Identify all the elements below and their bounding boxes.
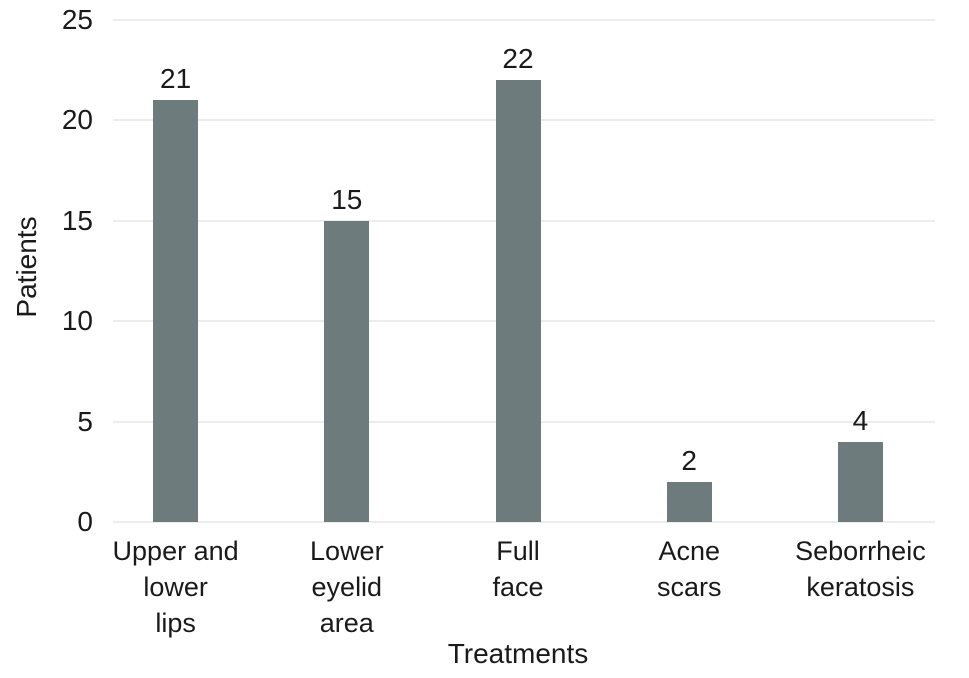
bar-group: 4 [837, 404, 883, 522]
bar-slot: 4 [775, 20, 946, 522]
y-tick-label: 5 [77, 405, 93, 437]
x-category-label: Lower eyelid area [261, 533, 432, 641]
x-category-label-line: Acne [658, 536, 720, 566]
bar-slot: 22 [432, 20, 603, 522]
x-category-label-line: Lower [310, 536, 384, 566]
x-category-label: Upper and lower lips [90, 533, 261, 641]
y-axis-tick-labels: 25 20 15 10 5 0 [0, 4, 93, 537]
bar [324, 220, 370, 522]
bar-slot: 2 [604, 20, 775, 522]
bar-group: 15 [324, 183, 370, 522]
bar [666, 481, 712, 522]
bar-group: 22 [495, 43, 541, 522]
x-category-label-line: Full [496, 536, 540, 566]
bar-value-label: 4 [852, 404, 869, 436]
y-tick-label: 0 [77, 506, 93, 537]
bar [837, 441, 883, 522]
grid-line [113, 19, 935, 21]
x-category-label-line: Upper and [112, 536, 239, 566]
x-category-label-line: area [319, 608, 374, 638]
bar-slot: 15 [261, 20, 432, 522]
y-tick-label: 10 [61, 305, 93, 337]
bar-value-label: 2 [681, 444, 697, 476]
x-axis-title: Treatments [447, 638, 589, 669]
bar-group: 2 [666, 444, 712, 522]
bars: 21 15 22 2 4 [90, 20, 946, 522]
x-category-label-line: scars [656, 572, 722, 602]
x-category-label-line: lower [143, 572, 208, 602]
x-category-label: Acne scars [604, 533, 775, 641]
bar [495, 80, 541, 522]
x-category-label: Seborrheic keratosis [775, 533, 946, 641]
y-tick-label: 25 [61, 4, 93, 35]
x-category-label-line: keratosis [806, 572, 915, 602]
grid-line [113, 521, 935, 523]
bar-value-label: 21 [160, 63, 192, 95]
x-axis-category-labels: Upper and lower lips Lower eyelid area Full fac… [90, 533, 946, 641]
x-category-label-line: Seborrheic [795, 536, 926, 566]
x-category-label-line: lips [155, 608, 196, 638]
y-tick-label: 15 [61, 204, 93, 236]
x-category-label-line: face [492, 572, 544, 602]
bar-slot: 21 [90, 20, 261, 522]
bar [153, 100, 199, 522]
x-category-label-line: eyelid [311, 572, 383, 602]
y-tick-label: 20 [61, 104, 93, 136]
x-category-label: Full face [432, 533, 603, 641]
bar-value-label: 22 [502, 43, 534, 75]
bar-value-label: 15 [331, 183, 363, 215]
y-axis-title: Patients [11, 216, 42, 318]
bar-group: 21 [153, 63, 199, 522]
